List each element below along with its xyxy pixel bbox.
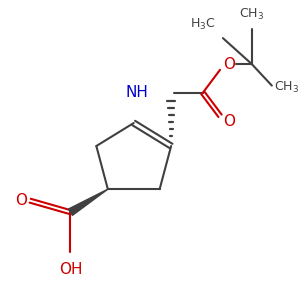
Text: H$_3$C: H$_3$C <box>190 17 216 32</box>
Polygon shape <box>68 189 108 215</box>
Text: NH: NH <box>125 85 148 100</box>
Text: O: O <box>223 56 235 71</box>
Text: CH$_3$: CH$_3$ <box>274 80 299 94</box>
Text: O: O <box>16 193 28 208</box>
Text: O: O <box>223 114 235 129</box>
Text: CH$_3$: CH$_3$ <box>239 7 264 22</box>
Text: OH: OH <box>59 262 82 277</box>
